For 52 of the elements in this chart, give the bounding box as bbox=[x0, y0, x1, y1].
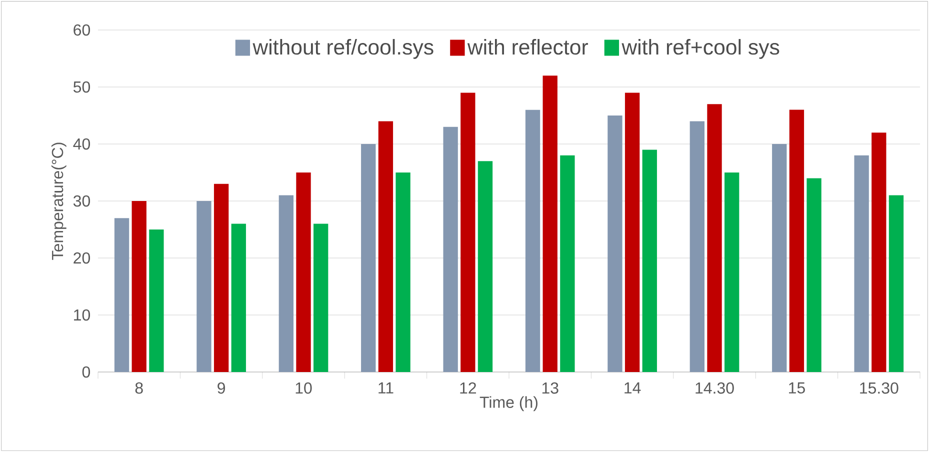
bar bbox=[296, 172, 311, 372]
bar bbox=[888, 195, 904, 372]
bar bbox=[806, 178, 822, 372]
y-tick-label: 0 bbox=[82, 366, 90, 378]
bar bbox=[624, 92, 640, 372]
bar bbox=[214, 184, 229, 372]
bar bbox=[789, 110, 804, 372]
x-tick-label: 14 bbox=[624, 382, 641, 394]
bar bbox=[196, 200, 212, 372]
x-tick-label: 15.30 bbox=[860, 382, 898, 394]
legend-label: with reflector bbox=[467, 39, 588, 55]
bar bbox=[460, 92, 476, 372]
x-axis-title: Time (h) bbox=[480, 396, 538, 412]
legend-label: with ref+cool sys bbox=[622, 39, 780, 59]
y-tick-label: 10 bbox=[74, 309, 90, 321]
bar bbox=[378, 121, 394, 372]
bar bbox=[132, 200, 146, 372]
bar bbox=[854, 155, 869, 372]
y-tick-label: 40 bbox=[73, 138, 90, 150]
x-tick-label: 11 bbox=[378, 382, 394, 394]
bar bbox=[707, 104, 722, 372]
bar bbox=[443, 126, 458, 372]
x-tick-label: 14.30 bbox=[696, 382, 734, 394]
bar bbox=[608, 115, 622, 372]
bar bbox=[314, 224, 328, 372]
bar bbox=[724, 172, 740, 372]
x-tick-label: 15 bbox=[789, 382, 805, 394]
bar bbox=[872, 132, 886, 372]
bar bbox=[114, 218, 130, 372]
bar bbox=[560, 155, 575, 372]
y-axis-title: Temperature(°C) bbox=[51, 142, 66, 260]
bar bbox=[231, 224, 246, 372]
bar bbox=[690, 121, 704, 372]
bar bbox=[772, 144, 787, 372]
x-tick-label: 9 bbox=[218, 382, 225, 394]
y-tick-label: 30 bbox=[73, 195, 90, 207]
bar bbox=[149, 229, 164, 372]
legend-label: without ref/cool.sys bbox=[252, 39, 434, 59]
bar bbox=[525, 110, 540, 372]
y-tick-label: 20 bbox=[74, 252, 90, 264]
x-tick-label: 10 bbox=[296, 382, 312, 394]
y-tick-label: 60 bbox=[74, 24, 90, 36]
y-tick-label: 50 bbox=[73, 81, 90, 93]
x-tick-label: 12 bbox=[460, 382, 476, 394]
bar bbox=[361, 144, 376, 372]
bar bbox=[396, 172, 410, 372]
bar bbox=[478, 161, 493, 372]
bar bbox=[642, 150, 657, 372]
x-tick-label: 13 bbox=[542, 382, 558, 394]
bar bbox=[542, 76, 558, 372]
bar bbox=[278, 195, 294, 372]
x-tick-label: 8 bbox=[135, 382, 143, 394]
